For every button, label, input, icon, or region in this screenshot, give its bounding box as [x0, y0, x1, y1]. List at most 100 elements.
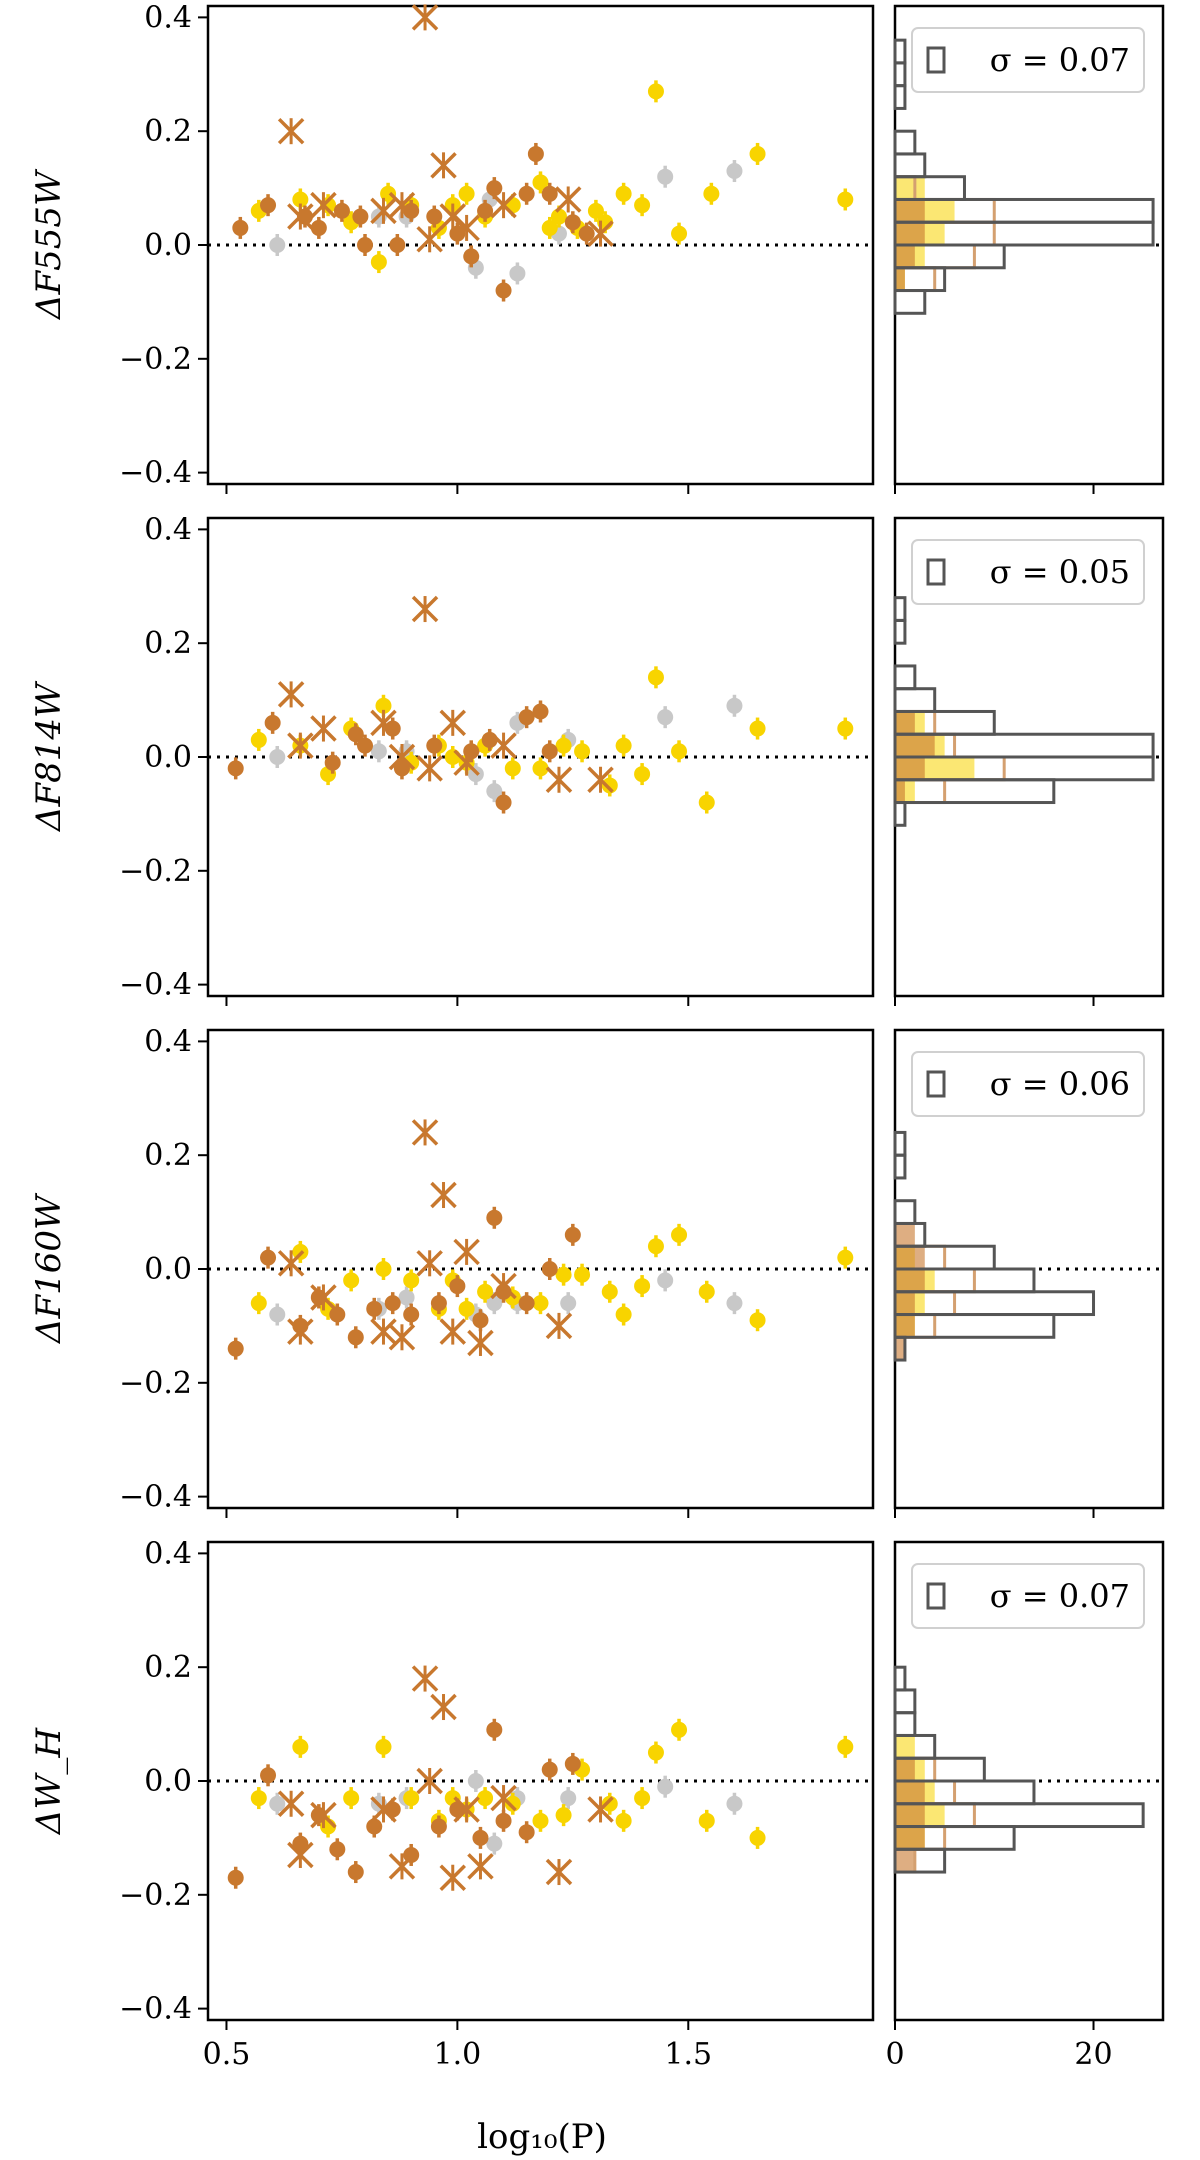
hist-bar-bronze [895, 779, 905, 803]
hist-step-gray [893, 243, 1006, 270]
bronze-point [449, 1278, 466, 1295]
gold-point [698, 1283, 715, 1300]
gray-point [269, 1306, 286, 1323]
cross-point [416, 226, 443, 253]
cross-point [277, 681, 305, 708]
x-tick-label: 0.5 [203, 2037, 251, 2072]
bronze-point [357, 737, 374, 754]
hist-step-gray [893, 687, 937, 713]
legend-swatch [926, 558, 946, 586]
cross-point [411, 4, 439, 31]
hist-bar-bronze [895, 1781, 925, 1804]
gold-point [837, 1738, 854, 1755]
hist-step-gray [893, 1802, 1145, 1829]
gray-point [509, 265, 526, 282]
gold-point [601, 1283, 618, 1300]
cross-stroke [554, 186, 582, 213]
gray-point [657, 709, 674, 726]
gray-point [269, 749, 286, 765]
bronze-point [352, 208, 369, 225]
gold-point [370, 254, 387, 271]
legend-swatch [926, 1070, 946, 1098]
bronze-point [403, 202, 420, 219]
bronze-point [347, 1329, 364, 1346]
cross-stroke [388, 1324, 416, 1351]
gold-point [671, 225, 688, 242]
bronze-point [426, 208, 443, 225]
y-tick-label: 0.0 [144, 228, 192, 263]
y-tick-label: 0.4 [144, 1024, 192, 1059]
cross-point [467, 1853, 494, 1880]
hist-step-gray [893, 801, 907, 827]
cross-point [416, 1767, 443, 1795]
cross-point [587, 220, 614, 247]
x-axis-label: log₁₀(P) [477, 2117, 607, 2157]
gold-point [458, 1300, 475, 1317]
hist-step-gray [893, 596, 907, 622]
cross-point [490, 191, 517, 219]
bronze-point [366, 1818, 383, 1835]
gray-point [657, 1778, 674, 1795]
gray-point [370, 743, 387, 760]
cross-point [490, 1784, 517, 1812]
bronze-point [495, 1812, 512, 1829]
cross-stroke [287, 1318, 314, 1345]
bronze-point [389, 237, 406, 253]
cross-point [587, 766, 614, 793]
cross-stroke [439, 1864, 466, 1891]
sigma-legend: σ = 0.07 [911, 1563, 1145, 1629]
hist-step-gray [893, 778, 1056, 805]
cross-point [416, 1250, 443, 1277]
bronze-point [486, 1721, 503, 1738]
cross-stroke [453, 1238, 480, 1266]
x-tick-label: 1.5 [664, 2037, 712, 2072]
cross-stroke [277, 1250, 305, 1277]
gold-point [504, 760, 521, 777]
hist-step-gray [893, 1688, 917, 1715]
gold-point [698, 794, 715, 811]
cross-point [287, 1318, 314, 1345]
gold-point [250, 731, 267, 748]
hist-bar-gold [895, 176, 925, 200]
gold-point [601, 777, 618, 794]
bronze-point [578, 225, 595, 242]
panel-3: 0.4 0.2 0.0 −0.2 −0.4 ΔF160W σ = 0.06 [29, 1024, 1165, 1518]
gray-point [486, 1295, 503, 1312]
bronze-point [260, 1249, 277, 1266]
hist-step-gray [893, 664, 917, 691]
bronze-point [564, 214, 581, 231]
cross-point [277, 1790, 305, 1817]
gray-point [560, 1295, 577, 1312]
bronze-point [310, 219, 327, 236]
cross-point [490, 732, 517, 759]
cross-point [453, 214, 480, 242]
cross-point [411, 1119, 439, 1146]
bronze-point [495, 794, 512, 811]
y-tick-label: 0.2 [144, 114, 192, 149]
hist-x-tick-label: 0 [885, 2037, 904, 2072]
cross-stroke [490, 191, 517, 219]
gold-point [671, 743, 688, 760]
hist-step-gray [893, 84, 907, 110]
hist-bar-bronze [895, 1337, 905, 1361]
cross-stroke [287, 203, 314, 230]
hist-bar-bronze [895, 1314, 915, 1338]
cross-stroke [430, 1693, 457, 1721]
hist-bar-bronze [895, 1826, 925, 1850]
bronze-point [430, 1295, 447, 1312]
gold-point [574, 1266, 591, 1283]
cross-point [388, 1324, 416, 1351]
hist-step-gray [893, 1313, 1056, 1339]
cross-stroke [370, 197, 397, 225]
gold-point [250, 1790, 267, 1807]
cross-point [587, 1796, 614, 1823]
sigma-legend: σ = 0.07 [911, 27, 1145, 93]
cross-stroke [439, 203, 466, 230]
sigma-label: σ = 0.07 [990, 41, 1130, 79]
cross-stroke [439, 709, 466, 737]
gold-point [250, 1295, 267, 1312]
hist-bar-bronze [895, 734, 935, 757]
y-tick-label: 0.2 [144, 1138, 192, 1173]
bronze-point [472, 1312, 489, 1329]
bronze-point [430, 1818, 447, 1835]
